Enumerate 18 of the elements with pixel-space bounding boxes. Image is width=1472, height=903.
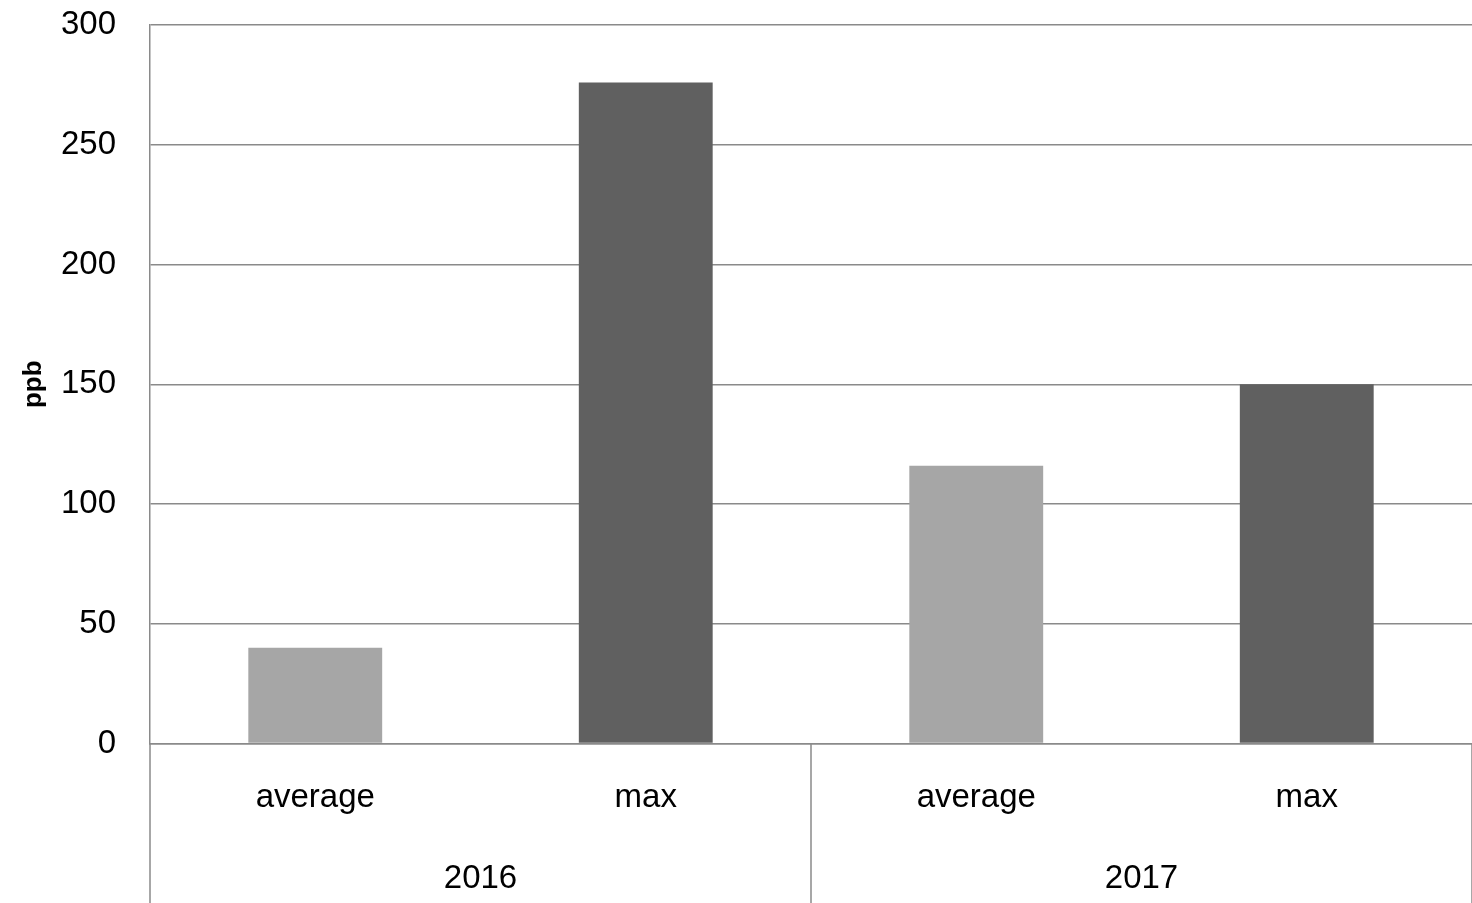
y-tick-label: 50 (79, 602, 116, 640)
y-tick-label: 0 (97, 722, 116, 760)
text: 2017 (1104, 858, 1179, 896)
text: 2016 (443, 858, 518, 896)
y-tick-label: 300 (60, 4, 116, 42)
x-tick-label: max (614, 777, 678, 815)
x-tick-label: max (1275, 777, 1339, 815)
x-tick-label: average (255, 777, 375, 815)
bar (248, 647, 383, 743)
bar (909, 465, 1044, 743)
y-tick-label: 250 (60, 123, 116, 161)
y-axis-title: ppb (16, 360, 47, 409)
y-tick-label: 150 (60, 363, 116, 401)
bar (578, 82, 713, 743)
y-tick-label: 100 (60, 483, 116, 521)
bar (1239, 384, 1374, 743)
y-tick-label: 200 (60, 243, 116, 281)
x-tick-label: average (916, 777, 1036, 815)
